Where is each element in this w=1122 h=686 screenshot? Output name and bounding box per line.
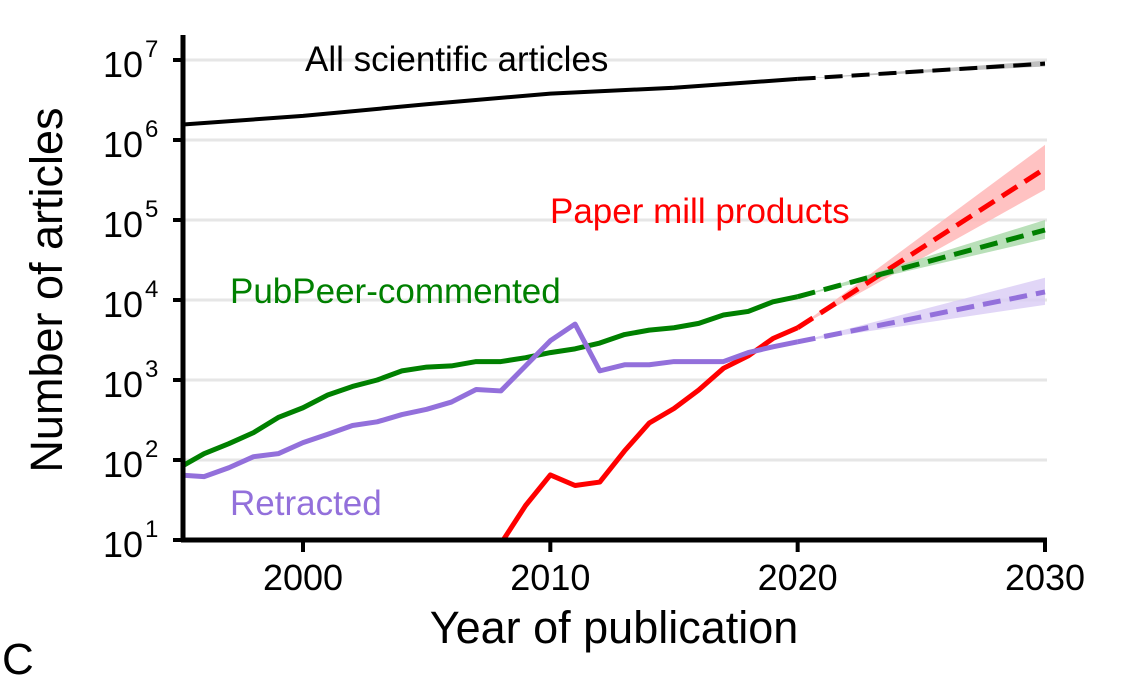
y-tick-label: 107 (103, 36, 158, 85)
x-tick-label: 2010 (510, 557, 590, 598)
y-tick-label: 105 (103, 196, 158, 245)
series-label-paper-mill: Paper mill products (550, 192, 850, 231)
projection-line-paper-mill-products (796, 166, 1047, 330)
projection-line-retracted (797, 289, 1046, 345)
projection-line-pubpeer-commented (797, 227, 1046, 300)
x-tick-label: 2020 (758, 557, 838, 598)
gridlines (183, 58, 1047, 462)
series-label-retracted: Retracted (230, 484, 382, 523)
series-line-paper-mill-products (500, 325, 799, 540)
series-line-pubpeer-commented (183, 294, 799, 469)
y-axis-label: Number of articles (21, 107, 72, 472)
y-tick-label: 103 (103, 356, 158, 405)
x-tick-labels: 2000 2010 2020 2030 (263, 557, 1085, 598)
x-tick-label: 2000 (263, 557, 343, 598)
panel-label: C (2, 635, 34, 684)
y-tick-label: 106 (103, 116, 158, 165)
projection-line-all-scientific-articles (797, 61, 1046, 81)
series-lines (183, 61, 1047, 540)
series-label-pubpeer: PubPeer-commented (230, 272, 561, 311)
y-tick-labels: 101 102 103 104 105 106 107 (103, 36, 158, 565)
series-line-retracted (183, 321, 799, 480)
x-axis-label: Year of publication (430, 602, 799, 653)
y-tick-label: 102 (103, 436, 158, 485)
y-tick-label: 101 (103, 516, 158, 565)
series-line-all-scientific-articles (183, 76, 798, 127)
axes (173, 35, 1047, 552)
y-tick-label: 104 (103, 276, 158, 325)
projection-band-retracted (797, 277, 1045, 342)
x-tick-label: 2030 (1005, 557, 1085, 598)
series-label-all-articles: All scientific articles (305, 40, 608, 79)
